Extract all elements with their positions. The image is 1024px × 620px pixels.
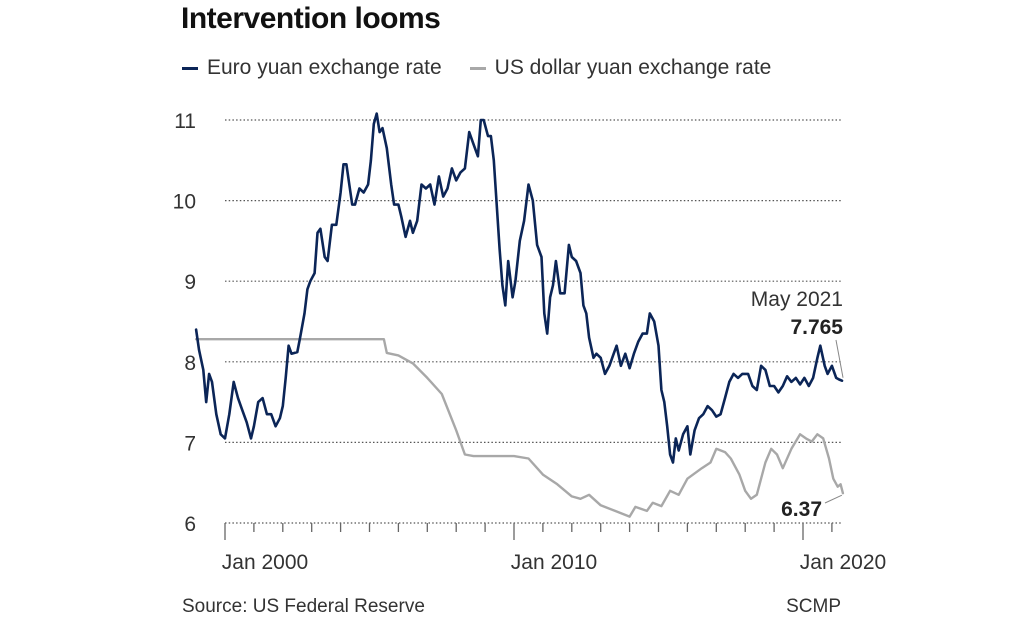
y-tick-label: 11 (174, 110, 196, 133)
x-axis: Jan 2000 Jan 2010 Jan 2020 (222, 523, 886, 574)
y-tick-label: 6 (184, 513, 196, 536)
annotation-usd-value: 6.37 (781, 498, 822, 521)
annotation-leader-usd (824, 494, 843, 504)
chart-title: Intervention looms (181, 2, 441, 35)
legend-label-euro: Euro yuan exchange rate (207, 56, 442, 79)
usd-yuan-line (194, 338, 845, 518)
series-lines (194, 112, 845, 518)
legend-item-usd: US dollar yuan exchange rate (469, 56, 772, 80)
x-tick-label: Jan 2020 (800, 551, 886, 574)
legend-item-euro: Euro yuan exchange rate (182, 56, 442, 80)
y-tick-label: 8 (184, 352, 196, 375)
y-tick-label: 9 (184, 271, 196, 294)
legend-label-usd: US dollar yuan exchange rate (494, 56, 772, 79)
legend: Euro yuan exchange rate US dollar yuan e… (182, 56, 799, 80)
source-note: Source: US Federal Reserve (182, 596, 425, 617)
y-tick-label: 7 (184, 432, 196, 455)
y-axis: 11 10 9 8 7 6 (173, 110, 196, 536)
credit: SCMP (786, 596, 841, 617)
x-tick-label: Jan 2010 (511, 551, 597, 574)
y-tick-label: 10 (173, 191, 196, 214)
annotations: May 2021 7.765 6.37 (751, 288, 844, 521)
x-tick-label: Jan 2000 (222, 551, 308, 574)
annotation-date: May 2021 (751, 288, 843, 311)
annotation-euro-value: 7.765 (790, 316, 843, 339)
legend-swatch-euro (182, 66, 198, 70)
euro-yuan-line (194, 112, 844, 464)
legend-swatch-usd (469, 66, 486, 70)
annotation-leader-euro (835, 339, 844, 378)
